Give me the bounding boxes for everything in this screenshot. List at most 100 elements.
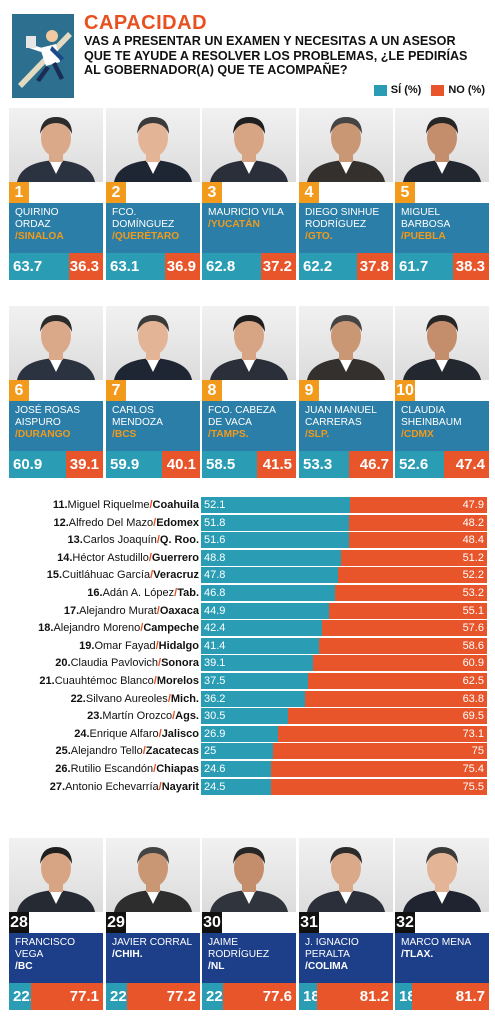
row-state: Q. Roo.: [159, 534, 199, 547]
bar-yes-segment: 47.8: [201, 567, 338, 584]
no-value: 81.7: [412, 983, 489, 1010]
row-bar: 51.6 48.4: [201, 532, 487, 549]
value-row: 53.3 46.7: [299, 451, 393, 478]
candidate-name: JAVIER CORRAL: [112, 937, 193, 948]
row-name: Adán A. López: [102, 587, 175, 599]
row-rank: 14.: [57, 551, 73, 564]
row-bar: 46.8 53.2: [201, 585, 487, 601]
candidate-state: /NL: [208, 961, 225, 972]
candidate-photo: [299, 108, 393, 182]
rank-badge: 6: [9, 380, 29, 401]
candidate-name: JAIME RODRÍGUEZ: [208, 937, 270, 960]
candidate-state: /GTO.: [305, 231, 333, 242]
bar-no-segment: 69.5: [288, 708, 487, 725]
legend-yes: SÍ (%): [373, 84, 422, 96]
bar-yes-segment: 36.2: [201, 690, 305, 707]
row-name: Carlos Joaquín: [82, 534, 157, 547]
row-bar: 36.2 63.8: [201, 690, 487, 707]
portrait-icon: [307, 315, 385, 380]
name-box: CARLOS MENDOZA/BCS: [106, 401, 200, 451]
candidate-state: /CDMX: [401, 429, 434, 440]
candidate-name: MARCO MENA: [401, 937, 472, 948]
row-bar: 25 75: [201, 743, 487, 760]
row-state: Hidalgo: [158, 639, 199, 652]
candidate-photo: [299, 306, 393, 380]
yes-value: 60.9: [9, 451, 67, 478]
row-bar: 51.8 48.2: [201, 514, 487, 531]
value-row: 52.6 47.4: [395, 451, 489, 478]
rank-badge: 2: [106, 182, 126, 203]
runner-logo-icon: [12, 14, 74, 98]
row-rank: 25.: [55, 745, 71, 758]
legend-no: NO (%): [431, 84, 485, 96]
row-name: Alejandro Moreno: [53, 622, 141, 635]
name-box: MAURICIO VILA/YUCATÁN: [202, 203, 296, 253]
row-state: Zacatecas: [145, 745, 199, 758]
candidate-name: DIEGO SINHUE RODRÍGUEZ: [305, 207, 380, 230]
no-value: 36.3: [68, 253, 103, 280]
row-state: Tab.: [177, 587, 199, 599]
candidate-name: J. IGNACIO PERALTA: [305, 937, 359, 960]
no-value: 77.6: [223, 983, 296, 1010]
candidate-name: FRANCISCO VEGA: [15, 937, 75, 960]
bar-yes-segment: 46.8: [201, 585, 335, 601]
candidate-state: /DURANGO: [15, 429, 71, 440]
legend-yes-swatch: [373, 84, 387, 96]
name-box: DIEGO SINHUE RODRÍGUEZ/GTO.: [299, 203, 393, 253]
no-value: 46.7: [349, 451, 393, 478]
legend-yes-label: SÍ (%): [390, 84, 422, 96]
candidate-card: 2 FCO. DOMÍNGUEZ/QUERÉTARO 63.1 36.9: [106, 108, 200, 280]
row-bar: 47.8 52.2: [201, 567, 487, 584]
rank-badge: 31: [299, 912, 319, 933]
row-slash: /: [158, 657, 162, 670]
row-name: Antonio Echevarría: [65, 780, 159, 793]
bar-no-segment: 51.2: [340, 549, 487, 566]
bar-no-segment: 60.9: [312, 655, 487, 672]
portrait-icon: [307, 117, 385, 182]
row-slash: /: [158, 780, 162, 793]
row-rank: 13.: [67, 534, 83, 547]
candidate-state: /BCS: [112, 429, 137, 440]
name-box: MIGUEL BARBOSA/PUEBLA: [395, 203, 489, 253]
table-row: 22.Silvano Aureoles/Mich. 36.2 63.8: [0, 690, 495, 708]
candidate-name: MIGUEL BARBOSA: [401, 207, 451, 230]
portrait-icon: [17, 117, 95, 182]
row-bar: 41.4 58.6: [201, 637, 487, 654]
value-row: 63.7 36.3: [9, 253, 103, 280]
candidate-state: /BC: [15, 961, 33, 972]
bar-no-segment: 47.9: [350, 497, 487, 513]
bar-yes-segment: 26.9: [201, 725, 278, 742]
rank-badge: 5: [395, 182, 415, 203]
value-row: 18.381.7: [395, 983, 489, 1010]
row-rank: 21.: [39, 675, 55, 687]
yes-value: 53.3: [299, 451, 350, 478]
table-row: 20.Claudia Pavlovich/Sonora 39.1 60.9: [0, 655, 495, 672]
row-label: 13.Carlos Joaquín/Q. Roo.: [68, 532, 199, 549]
candidate-photo: [299, 838, 393, 912]
candidate-photo: [202, 306, 296, 380]
row-state: Chiapas: [156, 763, 199, 775]
row-state: Nayarit: [161, 780, 199, 793]
row-label: 26.Rutilio Escandón/Chiapas: [55, 761, 199, 778]
no-value: 77.1: [30, 983, 103, 1010]
row-rank: 15.: [46, 569, 63, 582]
row-slash: /: [150, 569, 154, 582]
candidate-photo: [395, 838, 489, 912]
row-state: Mich.: [170, 692, 199, 705]
candidate-name: CARLOS MENDOZA: [112, 405, 163, 428]
yes-value: 59.9: [106, 451, 163, 478]
value-row: 60.9 39.1: [9, 451, 103, 478]
row-slash: /: [153, 675, 157, 687]
row-bar: 48.8 51.2: [201, 549, 487, 566]
row-name: Cuitláhuac García: [62, 569, 151, 582]
row-rank: 16.: [87, 587, 103, 599]
value-row: 18.881.2: [299, 983, 393, 1010]
bar-no-segment: 62.5: [308, 673, 487, 689]
bar-yes-segment: 25: [201, 743, 273, 760]
candidate-photo: [395, 306, 489, 380]
row-state: Guerrero: [151, 551, 199, 564]
portrait-icon: [403, 315, 481, 380]
name-box: QUIRINO ORDAZ/SINALOA: [9, 203, 103, 253]
yes-value: 63.1: [106, 253, 166, 280]
